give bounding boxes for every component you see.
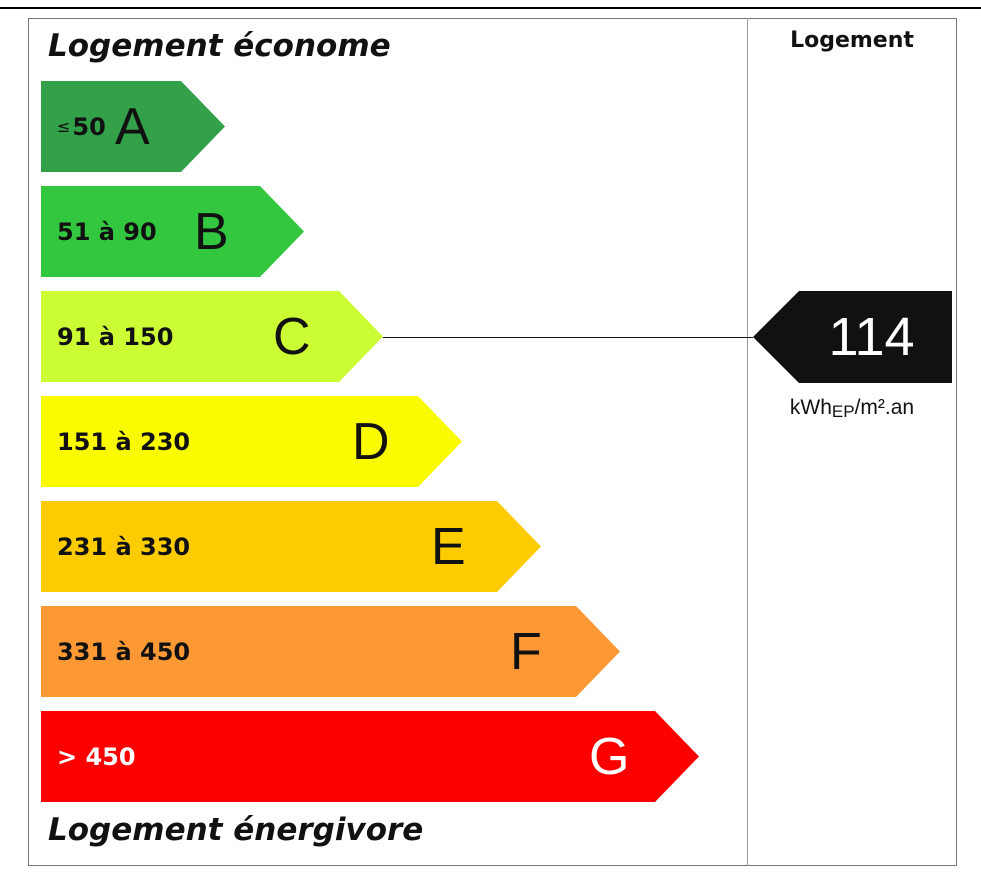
energy-class-a-range: ≤50	[57, 81, 106, 172]
energy-class-c-arrow	[41, 291, 383, 382]
energy-class-f-arrow	[41, 606, 620, 697]
caption-economical: Logement économe	[48, 28, 391, 64]
energy-class-b: 51 à 90 B	[41, 186, 304, 277]
energy-class-a-letter: A	[115, 97, 150, 156]
unit-rest: /m².an	[854, 396, 915, 419]
energy-class-a-range-prefix: ≤	[57, 117, 71, 136]
energy-class-a-arrow	[41, 81, 225, 172]
energy-class-d-letter: D	[352, 412, 390, 471]
energy-class-b-shape	[41, 186, 304, 277]
value-marker: 114	[753, 290, 952, 383]
value-marker-arrow	[753, 290, 952, 383]
energy-class-b-range: 51 à 90	[57, 186, 157, 277]
energy-class-g-range: > 450	[57, 711, 136, 802]
energy-class-d-shape	[41, 396, 462, 487]
energy-class-c-range-text: 91 à 150	[57, 322, 174, 351]
value-marker-shape	[753, 290, 952, 383]
energy-class-e-range: 231 à 330	[57, 501, 190, 592]
energy-class-f-shape	[41, 606, 620, 697]
energy-class-e-range-text: 231 à 330	[57, 532, 191, 561]
energy-class-d: 151 à 230 D	[41, 396, 462, 487]
energy-class-e-letter: E	[431, 517, 466, 576]
top-rule	[0, 7, 981, 9]
energy-class-f: 331 à 450 F	[41, 606, 620, 697]
energy-class-c-letter: C	[273, 307, 311, 366]
unit-label: kWhEP/m².an	[748, 396, 956, 421]
energy-class-e-shape	[41, 501, 541, 592]
energy-class-g-arrow	[41, 711, 699, 802]
energy-class-g-range-text: > 450	[57, 742, 136, 771]
energy-class-f-letter: F	[510, 622, 542, 681]
energy-class-g-shape	[41, 711, 699, 802]
value-text: 114	[828, 306, 915, 367]
energy-class-c-shape	[41, 291, 383, 382]
energy-class-f-range-text: 331 à 450	[57, 637, 191, 666]
energy-class-a-range-text: 50	[72, 112, 106, 141]
energy-class-d-range-text: 151 à 230	[57, 427, 191, 456]
caption-energy-intensive: Logement énergivore	[48, 812, 424, 848]
energy-class-c-range: 91 à 150	[57, 291, 173, 382]
energy-class-a-shape	[41, 81, 225, 172]
energy-class-d-range: 151 à 230	[57, 396, 190, 487]
unit-main: kWh	[789, 396, 832, 419]
energy-class-b-letter: B	[194, 202, 229, 261]
column-header: Logement	[790, 28, 914, 53]
energy-class-g: > 450 G	[41, 711, 699, 802]
value-pointer-line	[383, 336, 753, 338]
energy-class-e: 231 à 330 E	[41, 501, 541, 592]
energy-class-e-arrow	[41, 501, 541, 592]
unit-subscript: EP	[831, 402, 855, 421]
energy-class-g-letter: G	[589, 727, 630, 786]
energy-class-b-range-text: 51 à 90	[57, 217, 157, 246]
energy-class-f-range: 331 à 450	[57, 606, 190, 697]
energy-class-d-arrow	[41, 396, 462, 487]
label-frame	[28, 18, 957, 866]
energy-class-a: ≤50 A	[41, 81, 225, 172]
energy-class-c: 91 à 150 C	[41, 291, 383, 382]
column-divider	[747, 18, 748, 866]
energy-class-b-arrow	[41, 186, 304, 277]
